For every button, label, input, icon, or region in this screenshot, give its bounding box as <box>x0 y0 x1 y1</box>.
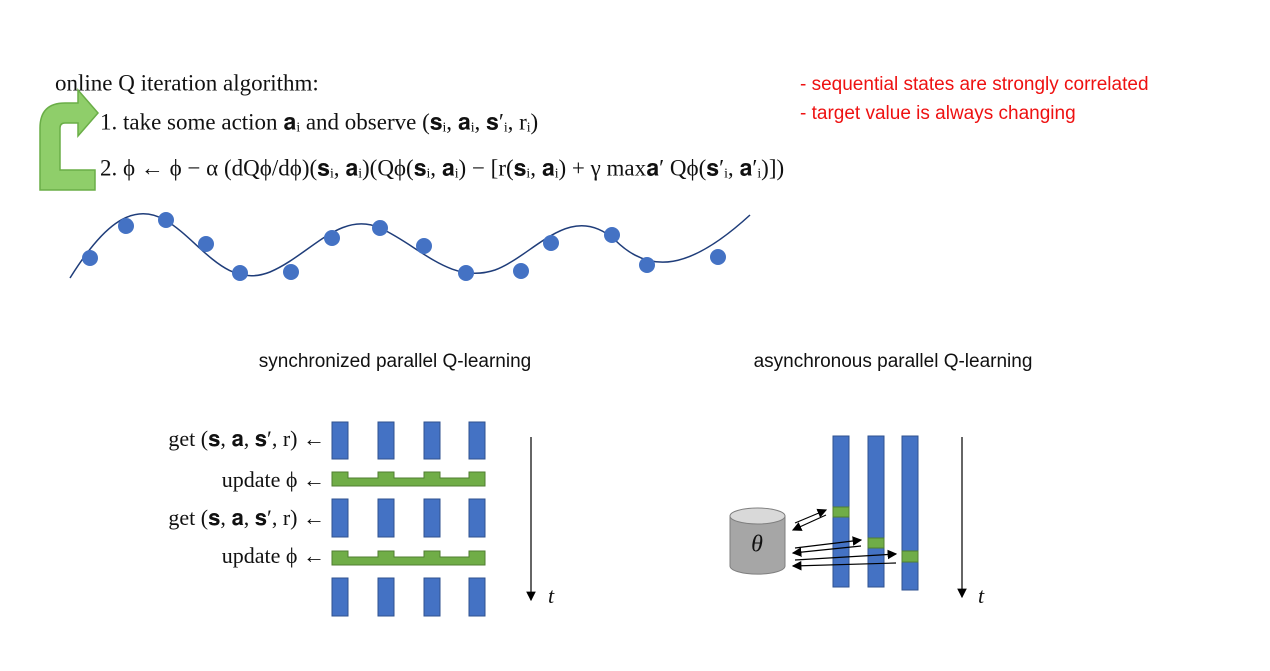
algorithm-step: 2. ϕ ← ϕ − α (dQϕ/dϕ)(𝐬ᵢ, 𝐚ᵢ)(Qϕ(𝐬ᵢ, 𝐚ᵢ)… <box>100 155 784 180</box>
time-label: t <box>548 583 555 608</box>
algorithm-title: online Q iteration algorithm: <box>55 70 319 95</box>
state-wave <box>69 212 751 281</box>
note: - sequential states are strongly correla… <box>800 74 1149 95</box>
note: - target value is always changing <box>800 103 1076 124</box>
store-label: θ <box>751 532 763 558</box>
loop-arrow <box>39 87 99 191</box>
row-label: get (𝐬, 𝐚, 𝐬′, r) ← <box>168 426 325 451</box>
section-title: synchronized parallel Q-learning <box>259 351 531 372</box>
algorithm-step: 1. take some action 𝐚ᵢ and observe (𝐬ᵢ, … <box>100 109 538 134</box>
section-title: asynchronous parallel Q-learning <box>754 351 1033 372</box>
row-label: update ϕ ← <box>222 543 325 568</box>
row-label: update ϕ ← <box>222 467 325 492</box>
async-diagram: θ t <box>729 435 985 608</box>
sync-diagram: get (𝐬, 𝐚, 𝐬′, r) ← update ϕ ← get (𝐬, 𝐚… <box>168 421 555 617</box>
row-label: get (𝐬, 𝐚, 𝐬′, r) ← <box>168 505 325 530</box>
time-label: t <box>978 583 985 608</box>
